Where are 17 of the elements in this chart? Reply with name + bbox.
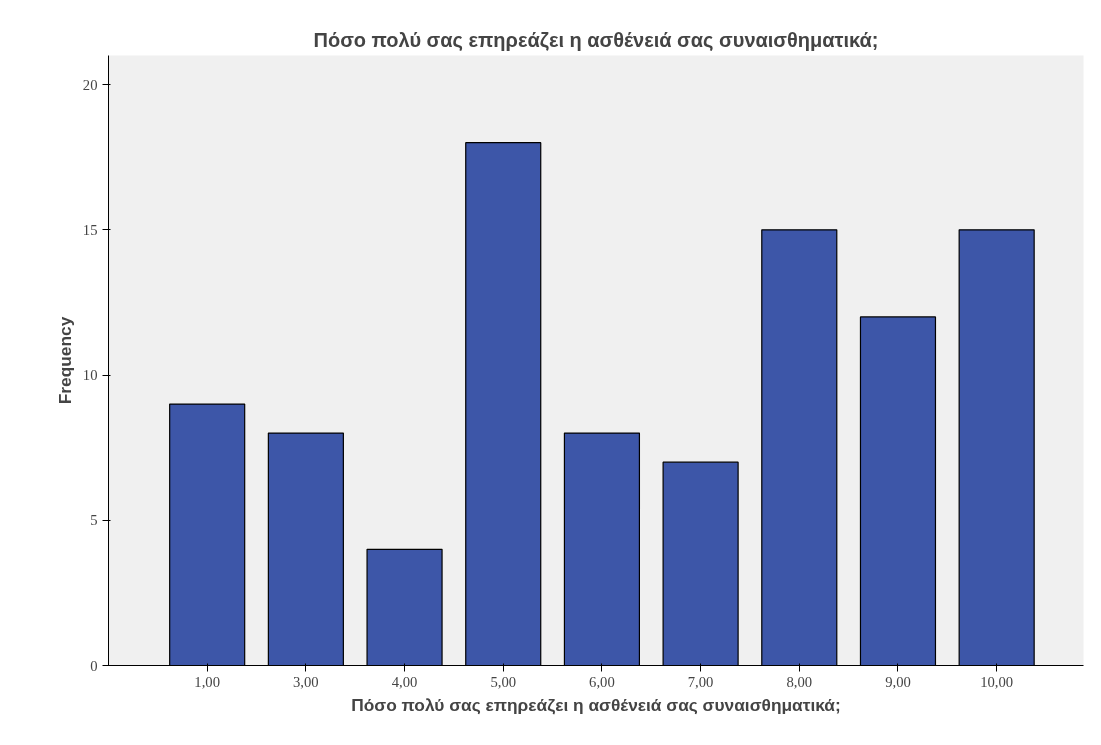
x-tick-label: 9,00 bbox=[885, 673, 911, 690]
y-tick-label: 15 bbox=[82, 221, 98, 238]
y-axis-title: Frequency bbox=[54, 316, 75, 405]
y-tick-label: 10 bbox=[82, 367, 98, 384]
x-axis-title: Πόσο πολύ σας επηρεάζει η ασθένειά σας συναισθηματικά; bbox=[351, 694, 841, 715]
y-tick-label: 20 bbox=[82, 76, 98, 93]
y-tick-label: 0 bbox=[90, 657, 98, 674]
x-tick-label: 7,00 bbox=[687, 673, 714, 690]
chart-title: Πόσο πολύ σας επηρεάζει η ασθένειά σας συναισθηματικά; bbox=[313, 28, 879, 51]
x-tick-label: 3,00 bbox=[293, 673, 319, 690]
x-tick-label: 1,00 bbox=[194, 673, 221, 690]
x-tick-label: 4,00 bbox=[391, 673, 418, 690]
x-tick-label: 6,00 bbox=[589, 673, 615, 690]
x-tick-label: 5,00 bbox=[490, 673, 517, 690]
x-tick-label: 10,00 bbox=[980, 673, 1014, 690]
x-tick-label: 8,00 bbox=[786, 673, 813, 690]
y-tick-label: 5 bbox=[90, 512, 98, 529]
